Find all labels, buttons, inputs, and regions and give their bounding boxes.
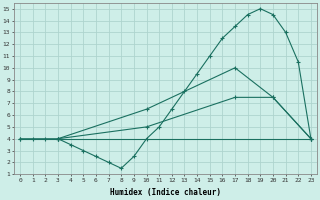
X-axis label: Humidex (Indice chaleur): Humidex (Indice chaleur): [110, 188, 221, 197]
